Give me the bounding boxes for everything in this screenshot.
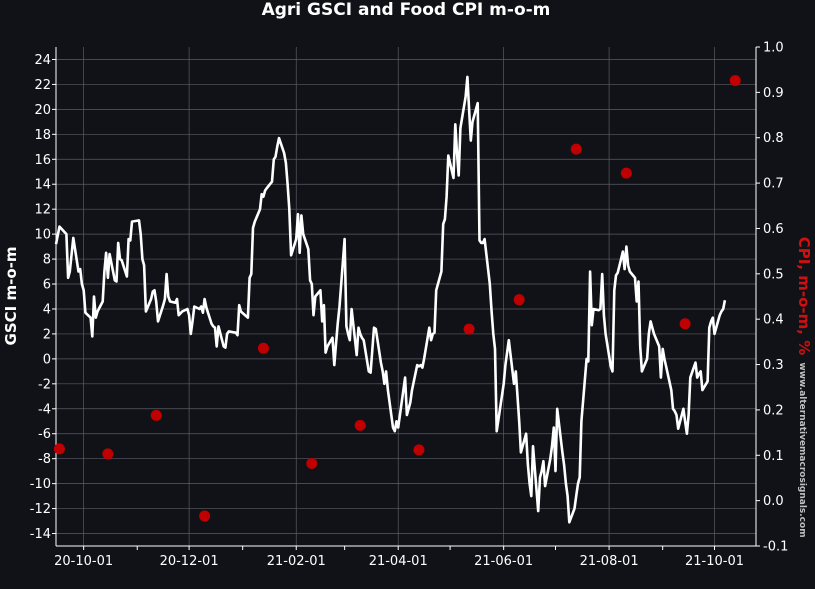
y2-tick-label: 0.0	[763, 494, 784, 509]
cpi-point	[306, 457, 318, 469]
y-tick-label: 24	[34, 53, 51, 68]
y-tick-label: -12	[30, 502, 51, 517]
y2-tick-label: 0.7	[763, 177, 784, 192]
y2-tick-label: 0.6	[763, 222, 784, 237]
cpi-point	[102, 448, 114, 460]
y2-tick-label: 0.9	[763, 86, 784, 101]
x-tick-label: 21-04-01	[369, 554, 428, 569]
y-tick-label: -4	[38, 402, 51, 417]
y-tick-label: -2	[38, 377, 51, 392]
y-tick-label: 18	[34, 128, 51, 143]
chart-title: Agri GSCI and Food CPI m-o-m	[262, 0, 551, 20]
axes	[52, 46, 760, 550]
series	[53, 75, 741, 524]
y-axis-label: GSCI m-o-m	[2, 247, 20, 346]
x-tick-label: 20-10-01	[54, 554, 113, 569]
y2-tick-label: 0.5	[763, 267, 784, 282]
cpi-point	[354, 419, 366, 431]
y-tick-label: 4	[43, 302, 51, 317]
cpi-point	[570, 143, 582, 155]
y-tick-label: 14	[34, 178, 51, 193]
tick-labels: -14-12-10-8-6-4-2024681012141618202224-0…	[30, 41, 789, 570]
y2-tick-label: 0.4	[763, 313, 784, 328]
watermark: www.alternativemacrosignals.com	[797, 362, 807, 537]
y-tick-label: 10	[34, 228, 51, 243]
y-tick-label: 16	[34, 153, 51, 168]
cpi-point	[257, 342, 269, 354]
y2-tick-label: 0.3	[763, 358, 784, 373]
cpi-point	[729, 75, 741, 87]
y-tick-label: -8	[38, 452, 51, 467]
x-tick-label: 21-06-01	[474, 554, 533, 569]
x-tick-label: 21-10-01	[685, 554, 744, 569]
y-tick-label: -10	[30, 477, 51, 492]
y2-tick-label: 0.2	[763, 403, 784, 418]
y-tick-label: 20	[34, 103, 51, 118]
cpi-point	[413, 444, 425, 456]
y-tick-label: -6	[38, 427, 51, 442]
y-tick-label: 8	[43, 253, 51, 268]
y-tick-label: 12	[34, 203, 51, 218]
cpi-point	[620, 167, 632, 179]
y2-tick-label: 0.8	[763, 131, 784, 146]
x-tick-label: 20-12-01	[160, 554, 219, 569]
y-tick-label: 2	[43, 327, 51, 342]
grid	[56, 47, 756, 546]
cpi-point	[199, 510, 211, 522]
y-tick-label: -14	[30, 527, 51, 542]
cpi-point	[150, 409, 162, 421]
y2-axis-label: CPI, m-o-m, %	[795, 237, 813, 355]
cpi-point	[53, 443, 65, 455]
x-tick-label: 21-08-01	[580, 554, 639, 569]
y-tick-label: 22	[34, 78, 51, 93]
cpi-point	[513, 294, 525, 306]
y-tick-label: 6	[43, 278, 51, 293]
y2-tick-label: 1.0	[763, 41, 784, 56]
y-tick-label: 0	[43, 352, 51, 367]
cpi-point	[463, 323, 475, 335]
y2-tick-label: 0.1	[763, 449, 784, 464]
x-tick-label: 21-02-01	[267, 554, 326, 569]
y2-tick-label: -0.1	[763, 540, 788, 555]
cpi-point	[679, 318, 691, 330]
gsci-line	[54, 75, 727, 524]
